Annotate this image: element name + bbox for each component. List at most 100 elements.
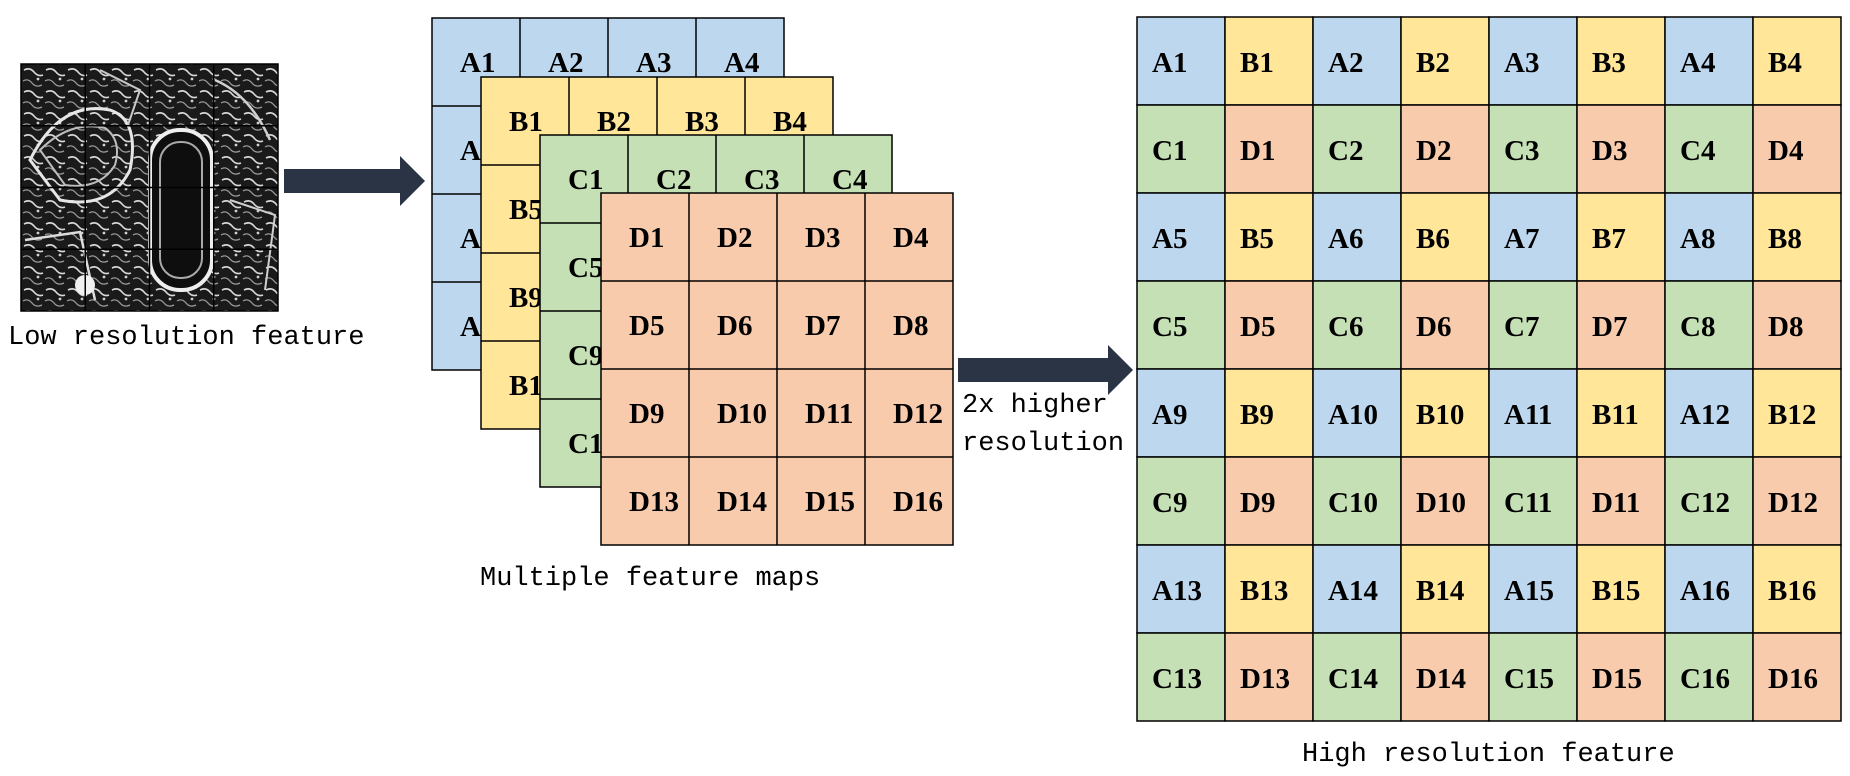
high-res-cell [1576, 544, 1666, 634]
high-res-cell [1400, 280, 1490, 370]
high-res-cell-label: C8 [1680, 311, 1715, 343]
feature-map-cell-label: D2 [717, 222, 752, 254]
high-res-cell-label: A5 [1152, 223, 1187, 255]
high-res-cell [1664, 456, 1754, 546]
feature-map-cell-label: C1 [568, 164, 603, 196]
high-res-cell [1488, 280, 1578, 370]
feature-map-cell-label: D13 [629, 486, 679, 518]
arrow-label-line2: resolution [962, 429, 1124, 459]
high-res-cell-label: C12 [1680, 487, 1730, 519]
high-res-cell-label: D16 [1768, 663, 1818, 695]
feature-map-cell-label: C2 [656, 164, 691, 196]
high-res-cell-label: B12 [1768, 399, 1816, 431]
high-res-cell-label: A13 [1152, 575, 1202, 607]
feature-map-cell-label: B1 [509, 106, 543, 138]
high-res-cell [1400, 456, 1490, 546]
high-res-cell-label: B9 [1240, 399, 1274, 431]
high-res-cell [1488, 192, 1578, 282]
feature-map-cell-label: D9 [629, 398, 664, 430]
high-res-cell-label: D15 [1592, 663, 1642, 695]
feature-map-cell-label: B2 [597, 106, 631, 138]
high-res-cell [1752, 192, 1842, 282]
high-res-cell-label: C14 [1328, 663, 1378, 695]
high-res-cell [1136, 16, 1226, 106]
feature-map-cell-label: B9 [509, 282, 543, 314]
high-res-cell-label: B8 [1768, 223, 1802, 255]
feature-map-cell-label: C3 [744, 164, 779, 196]
high-res-cell [1664, 280, 1754, 370]
high-res-cell [1136, 104, 1226, 194]
high-res-cell-label: D9 [1240, 487, 1275, 519]
high-res-cell-label: D11 [1592, 487, 1640, 519]
feature-map-cell-label: D16 [893, 486, 943, 518]
high-res-cell [1224, 16, 1314, 106]
high-res-cell [1488, 16, 1578, 106]
high-res-cell [1400, 632, 1490, 722]
feature-map-cell-label: D12 [893, 398, 943, 430]
feature-map-cell-label: D6 [717, 310, 752, 342]
low-res-feature-image [20, 63, 279, 312]
high-res-cell-label: A8 [1680, 223, 1715, 255]
feature-map-cell-label: B3 [685, 106, 719, 138]
high-res-cell [1752, 544, 1842, 634]
low-res-caption: Low resolution feature [8, 323, 364, 353]
high-res-cell-label: C5 [1152, 311, 1187, 343]
high-res-cell-label: D6 [1416, 311, 1451, 343]
high-res-cell-label: D12 [1768, 487, 1818, 519]
high-res-cell-label: B14 [1416, 575, 1464, 607]
feature-map-cell-label: D1 [629, 222, 664, 254]
feature-map-cell-label: D14 [717, 486, 767, 518]
high-res-cell-label: B4 [1768, 47, 1802, 79]
high-res-cell [1752, 16, 1842, 106]
feature-map-cell-label: C4 [832, 164, 867, 196]
high-res-cell [1136, 280, 1226, 370]
high-res-cell-label: B3 [1592, 47, 1626, 79]
high-res-cell [1136, 456, 1226, 546]
high-res-cell-label: D8 [1768, 311, 1803, 343]
high-res-cell-label: D10 [1416, 487, 1466, 519]
feature-map-cell-label: B4 [773, 106, 807, 138]
feature-map-cell-label: C5 [568, 252, 603, 284]
arrow-label-line1: 2x higher [962, 391, 1108, 421]
high-res-cell-label: C1 [1152, 135, 1187, 167]
high-res-cell-label: C10 [1328, 487, 1378, 519]
high-res-cell-label: A12 [1680, 399, 1730, 431]
high-res-cell-label: A14 [1328, 575, 1378, 607]
feature-map-cell-label: C1 [568, 428, 603, 460]
high-res-cell [1400, 16, 1490, 106]
high-res-cell-label: C11 [1504, 487, 1552, 519]
high-res-cell-label: B7 [1592, 223, 1626, 255]
high-res-cell [1752, 368, 1842, 458]
high-res-cell-label: B11 [1592, 399, 1639, 431]
feature-map-cell-label: D7 [805, 310, 840, 342]
feature-map-cell-label: B1 [509, 370, 543, 402]
high-res-cell-label: B2 [1416, 47, 1450, 79]
high-res-cell-label: C7 [1504, 311, 1539, 343]
high-res-feature-grid: A1 B1 A2 B2 A3 B3 A4 B4 C1 D1 C2 D2 C3 D3 C4 D4 A5 B5 A6 B6… [1136, 16, 1842, 722]
high-res-cell-label: C9 [1152, 487, 1187, 519]
high-res-cell [1576, 16, 1666, 106]
high-res-cell-label: B10 [1416, 399, 1464, 431]
high-res-cell [1752, 104, 1842, 194]
high-res-cell [1576, 632, 1666, 722]
high-res-cell-label: C4 [1680, 135, 1715, 167]
high-res-cell [1224, 104, 1314, 194]
high-res-cell-label: B1 [1240, 47, 1274, 79]
high-res-cell [1752, 456, 1842, 546]
high-res-cell-label: C2 [1328, 135, 1363, 167]
feature-map-cell-label: B5 [509, 194, 543, 226]
high-res-cell-label: A2 [1328, 47, 1363, 79]
high-res-cell-label: D14 [1416, 663, 1466, 695]
high-res-cell [1312, 104, 1402, 194]
high-res-cell-label: D2 [1416, 135, 1451, 167]
feature-maps-caption: Multiple feature maps [480, 564, 820, 594]
feature-map-cell-label: D10 [717, 398, 767, 430]
high-res-cell-label: C16 [1680, 663, 1730, 695]
high-res-caption: High resolution feature [1302, 740, 1675, 770]
high-res-cell-label: A4 [1680, 47, 1715, 79]
feature-map-cell-label: D4 [893, 222, 928, 254]
high-res-cell-label: A7 [1504, 223, 1539, 255]
high-res-cell [1576, 368, 1666, 458]
feature-map-cell-label: D3 [805, 222, 840, 254]
